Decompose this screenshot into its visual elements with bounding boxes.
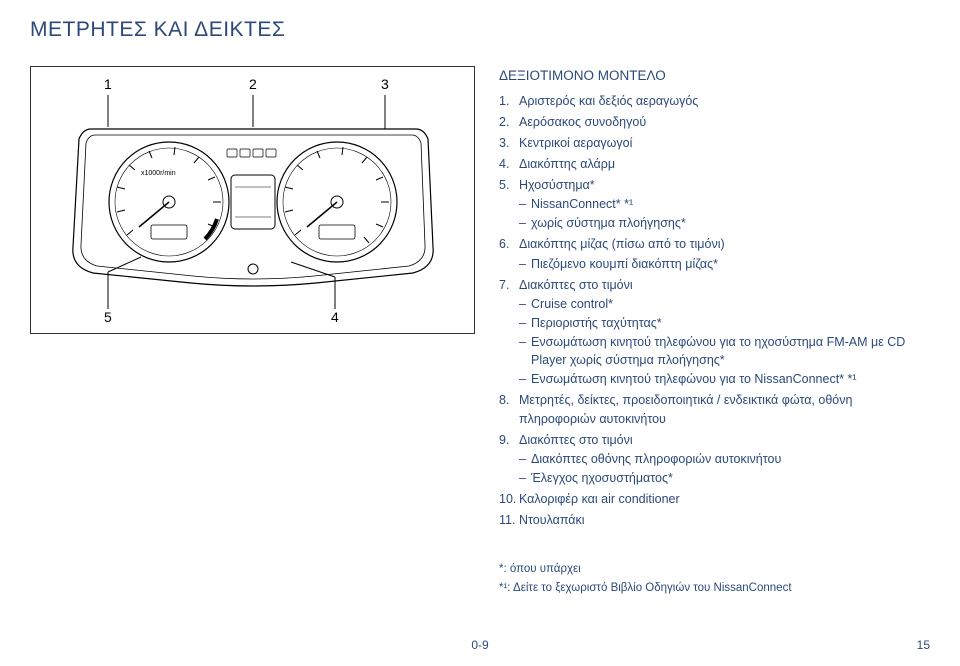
sub-item-text: Ενσωμάτωση κινητού τηλεφώνου για το Niss… [531, 370, 857, 388]
sub-item: –Ενσωμάτωση κινητού τηλεφώνου για το ηχο… [519, 333, 930, 369]
dash-icon: – [519, 195, 531, 213]
item-number: 9. [499, 431, 519, 487]
figure-column: 1 2 3 [30, 66, 475, 599]
cluster-svg: 1 2 3 [31, 67, 476, 335]
item-body: Καλοριφέρ και air conditioner [519, 490, 930, 508]
sub-item: –Ενσωμάτωση κινητού τηλεφώνου για το Nis… [519, 370, 930, 388]
callout-3: 3 [381, 76, 389, 92]
footer-right: 15 [917, 638, 930, 652]
item-text: Κεντρικοί αεραγωγοί [519, 134, 930, 152]
callout-4: 4 [331, 309, 339, 325]
sub-item: –NissanConnect* *¹ [519, 195, 930, 213]
item-text: Μετρητές, δείκτες, προειδοποιητικά / ενδ… [519, 391, 930, 427]
item-body: Ντουλαπάκι [519, 511, 930, 529]
item-body: Κεντρικοί αεραγωγοί [519, 134, 930, 152]
footnote-line: *¹: Δείτε το ξεχωριστό Βιβλίο Οδηγιών το… [499, 580, 930, 597]
item-number: 3. [499, 134, 519, 152]
dash-icon: – [519, 370, 531, 388]
sub-item: –Περιοριστής ταχύτητας* [519, 314, 930, 332]
callout-5: 5 [104, 309, 112, 325]
sub-item-text: NissanConnect* *¹ [531, 195, 633, 213]
item-body: Αριστερός και δεξιός αεραγωγός [519, 92, 930, 110]
item-number: 10. [499, 490, 519, 508]
section-heading: ΔΕΞΙΟΤΙΜΟΝΟ ΜΟΝΤΕΛΟ [499, 66, 930, 86]
dash-icon: – [519, 295, 531, 313]
item-number: 11. [499, 511, 519, 529]
list-item: 5.Ηχοσύστημα*–NissanConnect* *¹–χωρίς σύ… [499, 176, 930, 232]
numbered-list: 1.Αριστερός και δεξιός αεραγωγός2.Αερόσα… [499, 92, 930, 530]
item-number: 4. [499, 155, 519, 173]
sub-item-text: Περιοριστής ταχύτητας* [531, 314, 662, 332]
callout-2: 2 [249, 76, 257, 92]
item-number: 5. [499, 176, 519, 232]
item-text: Ντουλαπάκι [519, 511, 930, 529]
list-item: 11.Ντουλαπάκι [499, 511, 930, 529]
sub-item-text: Έλεγχος ηχοσυστήματος* [531, 469, 673, 487]
sub-item: –Έλεγχος ηχοσυστήματος* [519, 469, 930, 487]
sub-item: –Διακόπτες οθόνης πληροφοριών αυτοκινήτο… [519, 450, 930, 468]
list-item: 6.Διακόπτης μίζας (πίσω από το τιμόνι) –Π… [499, 235, 930, 272]
sub-item: –Πιεζόμενο κουμπί διακόπτη μίζας* [519, 255, 930, 273]
sub-item-text: Διακόπτες οθόνης πληροφοριών αυτοκινήτου [531, 450, 781, 468]
item-text: Διακόπτης μίζας (πίσω από το τιμόνι) [519, 235, 930, 253]
dash-icon: – [519, 469, 531, 487]
item-text: Διακόπτες στο τιμόνι [519, 276, 930, 294]
item-number: 1. [499, 92, 519, 110]
item-number: 6. [499, 235, 519, 272]
list-item: 7.Διακόπτες στο τιμόνι–Cruise control*–Π… [499, 276, 930, 389]
item-body: Ηχοσύστημα*–NissanConnect* *¹–χωρίς σύστ… [519, 176, 930, 232]
sub-item-text: Πιεζόμενο κουμπί διακόπτη μίζας* [531, 255, 718, 273]
callout-1: 1 [104, 76, 112, 92]
list-item: 4.Διακόπτης αλάρμ [499, 155, 930, 173]
item-number: 8. [499, 391, 519, 427]
sub-item-text: Ενσωμάτωση κινητού τηλεφώνου για το ηχοσ… [531, 333, 930, 369]
content-row: 1 2 3 [30, 66, 930, 599]
item-text: Ηχοσύστημα* [519, 176, 930, 194]
sub-item-text: Cruise control* [531, 295, 613, 313]
item-text: Αριστερός και δεξιός αεραγωγός [519, 92, 930, 110]
list-item: 10.Καλοριφέρ και air conditioner [499, 490, 930, 508]
item-text: Αερόσακος συνοδηγού [519, 113, 930, 131]
instrument-cluster-figure: 1 2 3 [30, 66, 475, 334]
item-number: 2. [499, 113, 519, 131]
rpm-label: x1000r/min [141, 170, 176, 177]
item-body: Μετρητές, δείκτες, προειδοποιητικά / ενδ… [519, 391, 930, 427]
footnote-line: *: όπου υπάρχει [499, 561, 930, 578]
footer-center: 0-9 [471, 638, 488, 652]
dash-icon: – [519, 450, 531, 468]
list-item: 9.Διακόπτες στο τιμόνι–Διακόπτες οθόνης … [499, 431, 930, 487]
item-body: Διακόπτης αλάρμ [519, 155, 930, 173]
item-text: Καλοριφέρ και air conditioner [519, 490, 930, 508]
list-item: 2.Αερόσακος συνοδηγού [499, 113, 930, 131]
dash-icon: – [519, 255, 531, 273]
dash-icon: – [519, 214, 531, 232]
list-item: 3.Κεντρικοί αεραγωγοί [499, 134, 930, 152]
list-item: 1.Αριστερός και δεξιός αεραγωγός [499, 92, 930, 110]
item-body: Διακόπτες στο τιμόνι–Διακόπτες οθόνης πλ… [519, 431, 930, 487]
footnotes: *: όπου υπάρχει *¹: Δείτε το ξεχωριστό Β… [499, 561, 930, 596]
sub-item-text: χωρίς σύστημα πλοήγησης* [531, 214, 686, 232]
dash-icon: – [519, 333, 531, 369]
item-text: Διακόπτες στο τιμόνι [519, 431, 930, 449]
item-body: Αερόσακος συνοδηγού [519, 113, 930, 131]
sub-item: –Cruise control* [519, 295, 930, 313]
item-body: Διακόπτης μίζας (πίσω από το τιμόνι) –Πιε… [519, 235, 930, 272]
list-item: 8.Μετρητές, δείκτες, προειδοποιητικά / ε… [499, 391, 930, 427]
page-footer: 0-9 15 [0, 638, 960, 652]
item-number: 7. [499, 276, 519, 389]
dash-icon: – [519, 314, 531, 332]
item-body: Διακόπτες στο τιμόνι–Cruise control*–Περ… [519, 276, 930, 389]
sub-item: –χωρίς σύστημα πλοήγησης* [519, 214, 930, 232]
page-title: ΜΕΤΡΗΤΕΣ ΚΑΙ ΔΕΙΚΤΕΣ [30, 18, 930, 42]
item-text: Διακόπτης αλάρμ [519, 155, 930, 173]
text-column: ΔΕΞΙΟΤΙΜΟΝΟ ΜΟΝΤΕΛΟ 1.Αριστερός και δεξι… [499, 66, 930, 599]
